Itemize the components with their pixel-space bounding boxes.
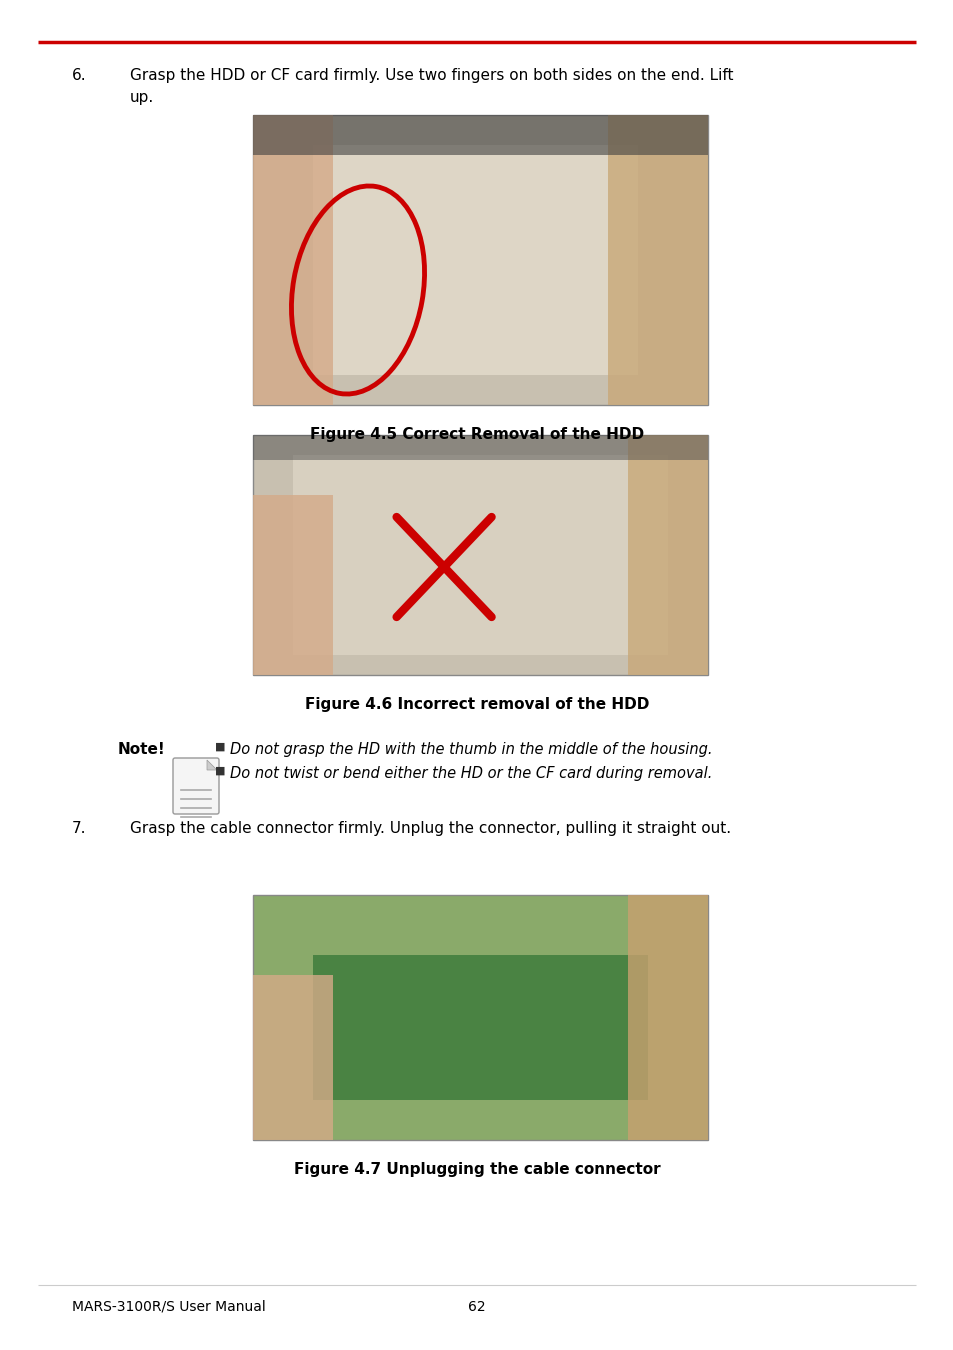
Text: Figure 4.6 Incorrect removal of the HDD: Figure 4.6 Incorrect removal of the HDD xyxy=(305,697,648,711)
Text: ■: ■ xyxy=(214,743,225,752)
Text: Note!: Note! xyxy=(117,743,165,757)
Text: up.: up. xyxy=(130,90,154,105)
Bar xyxy=(253,495,333,675)
Bar xyxy=(253,895,707,1139)
Text: Grasp the cable connector firmly. Unplug the connector, pulling it straight out.: Grasp the cable connector firmly. Unplug… xyxy=(130,821,730,836)
Bar xyxy=(253,115,333,405)
Bar xyxy=(313,954,647,1100)
Text: ■: ■ xyxy=(214,765,225,776)
Text: Grasp the HDD or CF card firmly. Use two fingers on both sides on the end. Lift: Grasp the HDD or CF card firmly. Use two… xyxy=(130,68,733,82)
FancyBboxPatch shape xyxy=(172,757,219,814)
Bar xyxy=(253,435,707,460)
Text: MARS-3100R/S User Manual: MARS-3100R/S User Manual xyxy=(71,1300,266,1314)
Bar xyxy=(253,975,333,1139)
Bar xyxy=(627,435,707,675)
Text: Do not grasp the HD with the thumb in the middle of the housing.: Do not grasp the HD with the thumb in th… xyxy=(230,743,712,757)
Bar xyxy=(313,144,638,375)
Bar xyxy=(607,115,707,405)
Bar xyxy=(253,115,707,155)
Bar xyxy=(293,455,667,655)
Text: Figure 4.5 Correct Removal of the HDD: Figure 4.5 Correct Removal of the HDD xyxy=(310,427,643,441)
Polygon shape xyxy=(207,760,216,770)
Text: 7.: 7. xyxy=(71,821,87,836)
Bar xyxy=(627,895,707,1139)
Bar xyxy=(253,435,707,675)
Text: Figure 4.7 Unplugging the cable connector: Figure 4.7 Unplugging the cable connecto… xyxy=(294,1162,659,1177)
Text: 62: 62 xyxy=(468,1300,485,1314)
Text: Do not twist or bend either the HD or the CF card during removal.: Do not twist or bend either the HD or th… xyxy=(230,765,712,782)
Text: 6.: 6. xyxy=(71,68,87,82)
Bar xyxy=(253,115,707,405)
